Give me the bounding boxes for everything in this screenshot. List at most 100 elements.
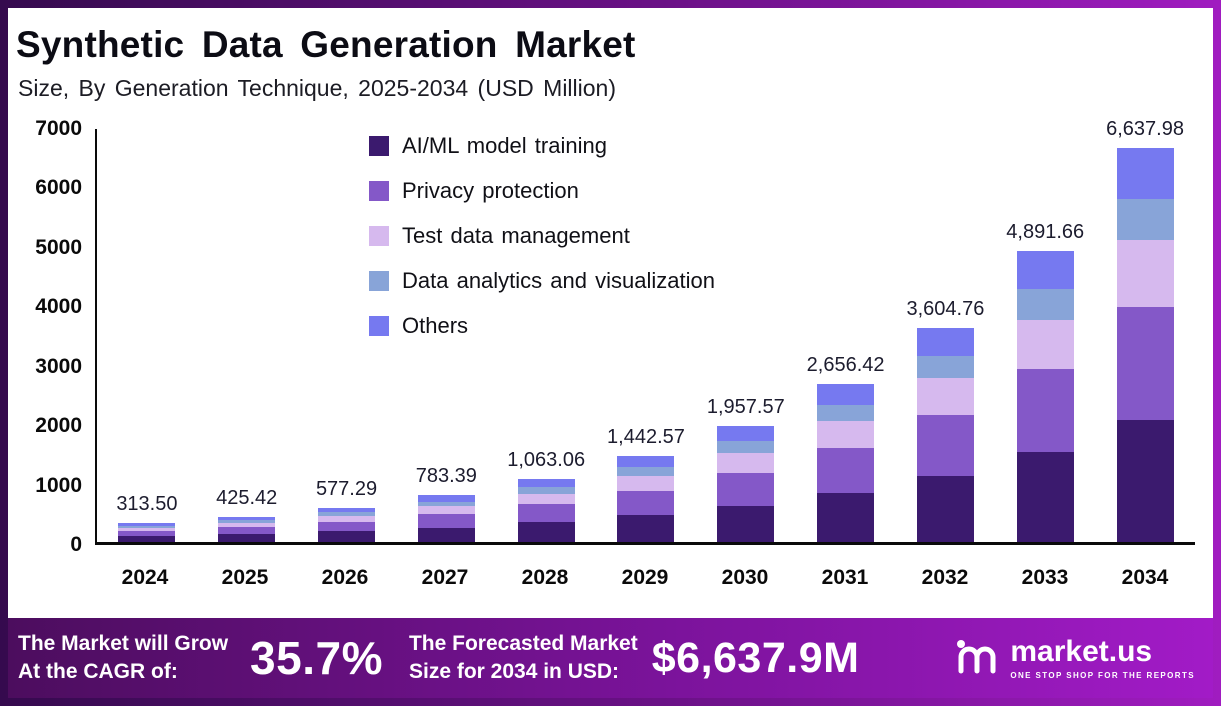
chart-plot-area: AI/ML model training Privacy protection Te… <box>95 118 1195 545</box>
legend-label: Test data management <box>402 223 630 248</box>
chart-legend: AI/ML model training Privacy protection Te… <box>369 133 715 339</box>
bar-segment <box>817 421 875 449</box>
bar-segment <box>1116 307 1174 420</box>
chart-title: Synthetic Data Generation Market <box>16 24 636 65</box>
bar-segment <box>617 491 675 516</box>
bar-segment <box>717 440 775 454</box>
forecast-value: $6,637.9M <box>651 633 860 682</box>
legend-swatch-icon <box>369 271 389 291</box>
cagr-label-line1: The Market will Grow <box>18 631 229 655</box>
y-axis-label: 3000 <box>35 354 82 378</box>
bar-total-label: 3,604.76 <box>906 297 985 320</box>
market-us-m-icon <box>954 635 1000 682</box>
bar-slot-2024: 313.50 <box>97 129 197 542</box>
bar-total-label: 4,891.66 <box>1006 221 1085 244</box>
stacked-bar-2029 <box>617 456 675 542</box>
cagr-label-line2: At the CAGR of: <box>18 660 178 683</box>
bar-segment <box>916 378 974 415</box>
bar-segment <box>1016 289 1074 320</box>
stacked-bar-2028 <box>517 478 575 542</box>
legend-item: Test data management <box>369 223 715 249</box>
bar-segment <box>417 495 475 502</box>
y-axis: 0 1000 2000 3000 4000 5000 6000 7000 <box>8 117 88 556</box>
bar-segment <box>318 521 376 532</box>
bar-segment <box>218 520 276 523</box>
bar-segment <box>118 530 176 537</box>
stacked-bar-2026 <box>318 507 376 542</box>
forecast-label: The Forecasted Market Size for 2034 in U… <box>409 630 638 687</box>
bar-total-label: 313.50 <box>116 493 178 516</box>
y-axis-label: 5000 <box>35 235 82 259</box>
bar-slot-2031: 2,656.42 <box>796 129 896 542</box>
bar-segment <box>118 536 176 542</box>
bar-segment <box>517 493 575 505</box>
bar-slot-2034: 6,637.98 <box>1095 118 1195 542</box>
bar-segment <box>916 475 974 542</box>
bar-segment <box>717 472 775 506</box>
bar-segment <box>617 456 675 468</box>
bar-segment <box>118 527 176 531</box>
legend-swatch-icon <box>369 181 389 201</box>
y-axis-label: 1000 <box>35 473 82 497</box>
stacked-bar-2025 <box>218 516 276 542</box>
bar-segment <box>517 478 575 488</box>
x-axis-label: 2028 <box>521 566 569 589</box>
bar-segment <box>1116 419 1174 542</box>
legend-item: Data analytics and visualization <box>369 268 715 294</box>
x-axis-label: 2032 <box>921 566 969 589</box>
stacked-bar-2024 <box>118 523 176 542</box>
brand-logo: market.us ONE STOP SHOP FOR THE REPORTS <box>954 635 1195 682</box>
legend-swatch-icon <box>369 316 389 336</box>
bar-segment <box>118 523 176 526</box>
forecast-label-line2: Size for 2034 in USD: <box>408 660 620 683</box>
bar-slot-2033: 4,891.66 <box>995 129 1095 542</box>
bar-slot-2027: 783.39 <box>396 129 496 542</box>
bar-segment <box>417 527 475 542</box>
bar-segment <box>1016 251 1074 290</box>
bar-slot-2025: 425.42 <box>197 129 297 542</box>
bar-segment <box>916 327 974 356</box>
x-axis-label: 2034 <box>1121 566 1169 589</box>
bar-segment <box>218 522 276 527</box>
bar-segment <box>318 531 376 542</box>
stacked-bar-2034 <box>1116 147 1174 542</box>
bar-segment <box>218 534 276 542</box>
stacked-bar-2030 <box>717 425 775 542</box>
bar-total-label: 1,442.57 <box>607 426 685 449</box>
legend-item: Privacy protection <box>369 178 715 204</box>
brand-tagline: ONE STOP SHOP FOR THE REPORTS <box>1010 670 1195 680</box>
bar-segment <box>916 414 974 476</box>
bar-segment <box>717 505 775 542</box>
bar-segment <box>817 384 875 405</box>
legend-swatch-icon <box>369 136 389 156</box>
stacked-bar-2033 <box>1016 251 1074 542</box>
bar-segment <box>417 506 475 515</box>
bar-total-label: 425.42 <box>216 486 278 509</box>
bar-segment <box>916 355 974 379</box>
bar-segment <box>617 515 675 542</box>
bar-segment <box>517 522 575 542</box>
bar-total-label: 2,656.42 <box>806 354 885 377</box>
bar-total-label: 1,957.57 <box>706 395 785 418</box>
legend-label: Privacy protection <box>402 178 579 203</box>
x-axis-label: 2027 <box>421 566 469 589</box>
y-axis-label: 2000 <box>35 414 82 438</box>
cagr-label: The Market will Grow At the CAGR of: <box>18 630 228 687</box>
y-axis-label: 0 <box>70 533 82 556</box>
bar-segment <box>517 487 575 494</box>
bar-total-label: 783.39 <box>415 465 477 488</box>
bar-segment <box>417 501 475 507</box>
bar-slot-2028: 1,063.06 <box>496 129 596 542</box>
bar-segment <box>617 476 675 492</box>
bar-segment <box>517 504 575 523</box>
bar-segment <box>717 453 775 473</box>
bar-segment <box>318 515 376 522</box>
bar-total-label: 577.29 <box>315 477 378 500</box>
stacked-bar-2031 <box>817 384 875 542</box>
chart-subtitle: Size, By Generation Technique, 2025-2034… <box>18 75 616 101</box>
bar-segment <box>1116 240 1174 308</box>
bar-slot-2030: 1,957.57 <box>696 129 796 542</box>
legend-label: Data analytics and visualization <box>402 268 715 293</box>
bar-segment <box>817 493 875 542</box>
